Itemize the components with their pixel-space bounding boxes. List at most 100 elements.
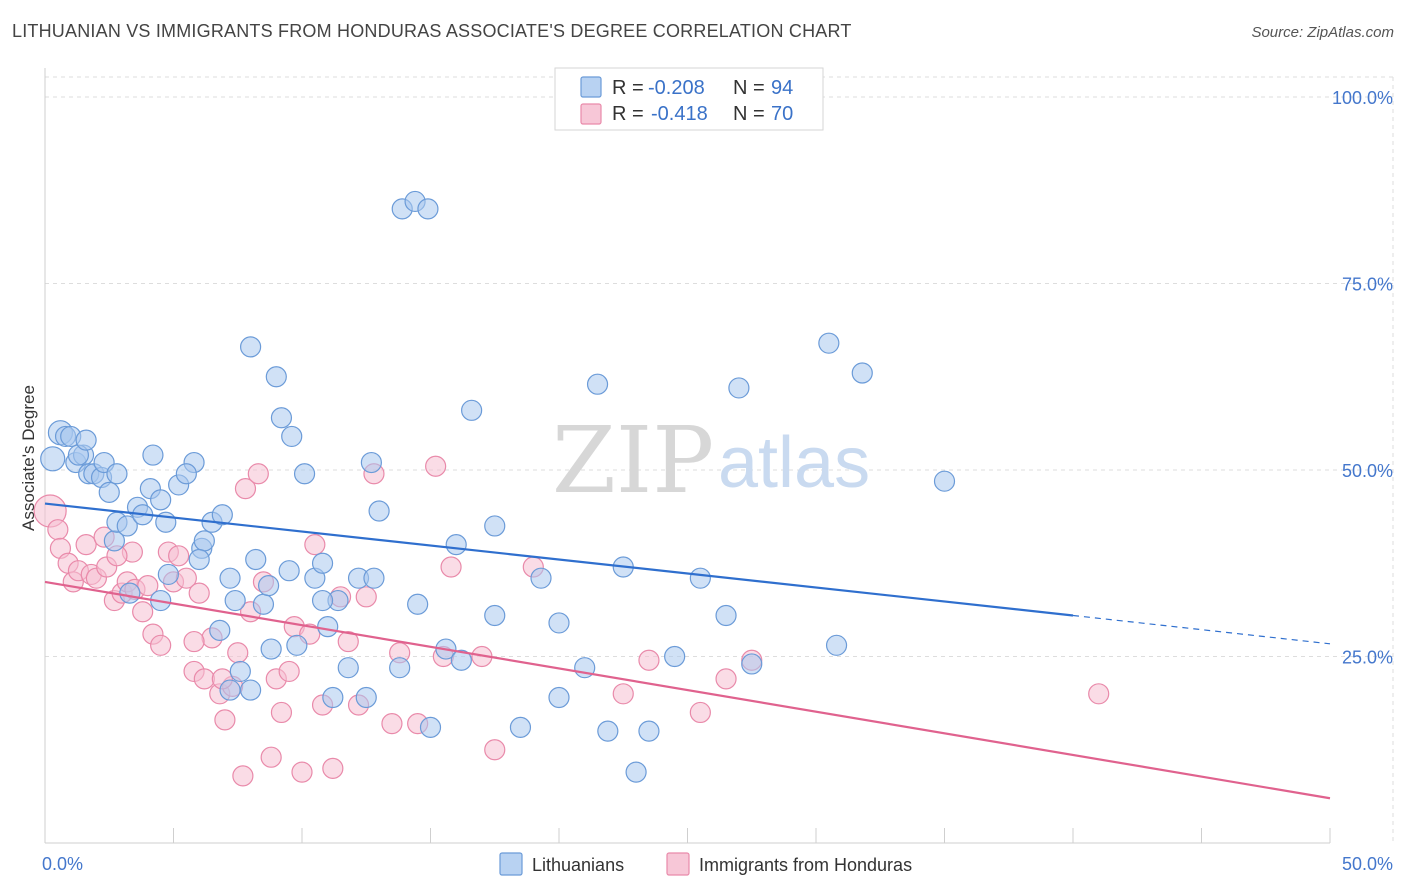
honduras-point [150, 634, 172, 656]
source-label: Source: ZipAtlas.com [1251, 24, 1394, 41]
lithuanian-point [715, 604, 737, 627]
lithuanian-point [933, 470, 956, 492]
lithuanian-point [252, 593, 275, 615]
lithuanian-point [664, 645, 686, 668]
lithuanian-point [75, 429, 97, 451]
trend-line-honduras [44, 580, 1331, 800]
x-tick-labels: 0.0% 50.0% [42, 854, 1393, 874]
lithuanian-point [317, 616, 339, 638]
lithuanian-point [193, 530, 215, 552]
honduras-point [188, 582, 210, 604]
lithuanian-point [40, 446, 66, 472]
honduras-point [715, 668, 737, 690]
lithuanian-point [175, 463, 197, 485]
legend-n-label-1: N = [733, 77, 765, 99]
watermark-zip: ZIP [552, 407, 714, 514]
lithuanian-point [509, 716, 532, 738]
lithuanian-point [240, 679, 262, 701]
legend-r-label-2: R = [612, 103, 644, 125]
trend-line-lithuanians [44, 502, 1074, 617]
lithuanian-point [219, 679, 241, 701]
legend-n-value-1: 94 [771, 77, 793, 99]
honduras-point [227, 642, 249, 664]
honduras-point [484, 739, 506, 761]
lithuanian-point [293, 463, 316, 485]
honduras-point [1088, 683, 1110, 705]
legend-n-value-2: 70 [771, 103, 793, 125]
honduras-point [168, 545, 190, 567]
y-tick-label-100: 100.0% [1332, 88, 1393, 108]
lithuanian-point [224, 589, 246, 612]
lithuanian-point [270, 407, 293, 429]
honduras-point [232, 765, 254, 787]
lithuanian-point [825, 634, 848, 656]
lithuanian-point [389, 657, 411, 679]
honduras-point [291, 761, 313, 783]
lithuanian-point [150, 489, 172, 511]
honduras-point [440, 556, 462, 578]
lithuanian-point [689, 567, 711, 589]
y-tick-label-75: 75.0% [1342, 275, 1393, 295]
lithuanian-point [407, 593, 429, 615]
honduras-point [132, 601, 154, 623]
legend-swatch-pink [580, 103, 602, 125]
lithuanian-point [363, 567, 385, 589]
lithuanian-point [484, 604, 506, 627]
lithuanian-point [355, 686, 377, 709]
x-tick-label-min: 0.0% [42, 854, 83, 874]
lithuanian-point [119, 582, 141, 604]
honduras-point [689, 701, 711, 724]
lithuanian-point [445, 533, 467, 556]
lithuanian-point [278, 560, 300, 582]
lithuanian-point [741, 653, 763, 675]
legend-r-value-2: -0.418 [651, 103, 708, 125]
lithuanian-point [530, 567, 552, 589]
honduras-point [425, 455, 447, 477]
lithuanian-point [484, 515, 506, 537]
legend-swatch-blue [580, 76, 602, 98]
honduras-point [278, 660, 300, 683]
lithuanian-point [98, 481, 120, 503]
honduras-point [183, 630, 205, 653]
lithuanian-point [728, 377, 750, 399]
lithuanian-point [311, 552, 334, 574]
y-axis-title: Associate's Degree [19, 385, 38, 531]
honduras-point [381, 713, 403, 735]
y-tick-label-25: 25.0% [1342, 648, 1393, 668]
lithuanian-point [337, 657, 359, 679]
lithuanian-point [417, 198, 439, 220]
watermark: ZIP atlas [552, 407, 870, 514]
lithuanian-point [142, 444, 164, 466]
honduras-point [270, 701, 293, 724]
correlation-legend: R = -0.208 N = 94 R = -0.418 N = 70 [554, 67, 824, 131]
bottom-legend-honduras: Immigrants from Honduras [699, 855, 912, 875]
honduras-point [304, 533, 326, 556]
honduras-point [337, 630, 359, 653]
lithuanian-point [548, 612, 570, 634]
series-lithuanians [40, 190, 956, 783]
lithuanian-point [419, 716, 442, 738]
lithuanian-point [257, 575, 280, 597]
lithuanian-point [265, 366, 287, 388]
honduras-point [260, 746, 282, 768]
honduras-point [247, 463, 269, 485]
lithuanian-point [116, 515, 138, 537]
lithuanian-point [360, 451, 382, 474]
y-tick-labels: 25.0% 50.0% 75.0% 100.0% [1332, 88, 1393, 668]
lithuanian-point [625, 761, 647, 783]
lithuanian-point [311, 589, 334, 612]
honduras-point [638, 649, 660, 671]
lithuanian-point [450, 649, 472, 671]
lithuanian-point [229, 660, 251, 683]
lithuanian-point [245, 548, 267, 571]
lithuanian-point [851, 362, 873, 384]
honduras-point [193, 668, 215, 690]
honduras-point [355, 586, 377, 608]
lithuanian-point [818, 332, 840, 354]
chart-title: LITHUANIAN VS IMMIGRANTS FROM HONDURAS A… [12, 21, 852, 41]
honduras-point [612, 683, 634, 705]
lithuanian-point [597, 720, 619, 742]
lithuanian-point [286, 634, 308, 656]
legend-r-label-1: R = [612, 77, 644, 99]
